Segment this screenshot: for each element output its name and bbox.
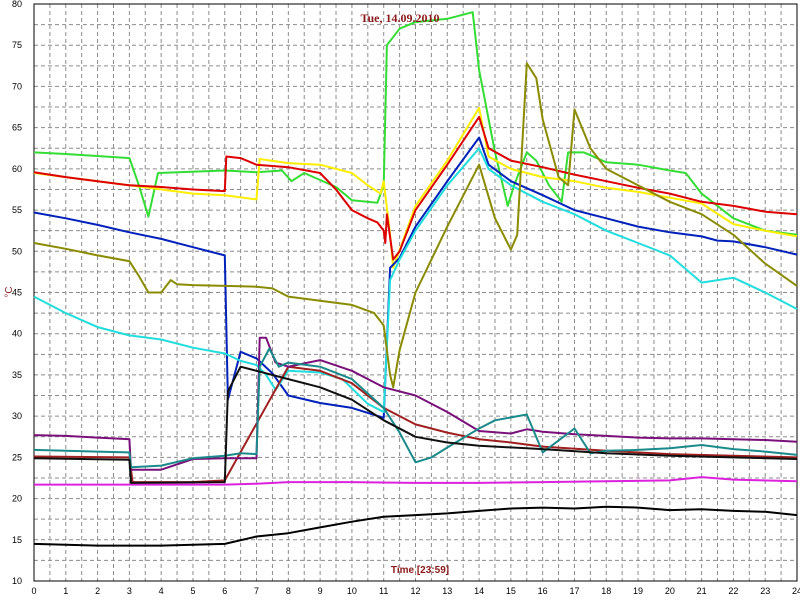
y-tick-label: 60 xyxy=(12,164,22,174)
series-line-2 xyxy=(33,106,798,269)
y-axis-ticks: 10 15 20 25 30 35 40 45 50 55 60 65 70 75 80 xyxy=(12,0,22,586)
x-axis-label: Time [23:59] xyxy=(391,565,449,576)
x-tick-label: 22 xyxy=(728,586,738,596)
x-tick-label: 21 xyxy=(697,586,707,596)
series-line-3 xyxy=(33,115,798,261)
x-tick-label: 17 xyxy=(569,586,579,596)
x-tick-label: 18 xyxy=(601,586,611,596)
series-line-11 xyxy=(34,476,798,486)
y-tick-label: 20 xyxy=(12,494,22,504)
x-tick-label: 19 xyxy=(633,586,643,596)
chart-title: Tue, 14.09.2010 xyxy=(361,11,440,25)
x-tick-label: 0 xyxy=(31,586,36,596)
y-tick-label: 40 xyxy=(12,329,22,339)
x-tick-label: 15 xyxy=(506,586,516,596)
x-tick-label: 6 xyxy=(222,586,227,596)
series-line-6 xyxy=(33,62,798,389)
x-tick-label: 20 xyxy=(665,586,675,596)
x-tick-label: 5 xyxy=(190,586,195,596)
y-tick-label: 50 xyxy=(12,246,22,256)
x-tick-label: 10 xyxy=(347,586,357,596)
series-line-8 xyxy=(33,336,798,471)
x-tick-label: 1 xyxy=(63,586,68,596)
y-tick-label: 10 xyxy=(12,576,22,586)
x-tick-label: 9 xyxy=(318,586,323,596)
series-lines xyxy=(33,11,798,547)
x-tick-label: 11 xyxy=(379,586,388,596)
x-tick-label: 8 xyxy=(286,586,291,596)
series-line-4 xyxy=(33,136,798,419)
x-tick-label: 3 xyxy=(127,586,132,596)
x-tick-label: 14 xyxy=(474,586,484,596)
y-tick-label: 30 xyxy=(12,411,22,421)
y-tick-label: 65 xyxy=(12,123,22,133)
y-axis-label: °C xyxy=(4,286,15,297)
y-tick-label: 25 xyxy=(12,452,22,462)
x-tick-label: 24 xyxy=(792,586,800,596)
series-line-12 xyxy=(33,365,798,484)
x-tick-label: 16 xyxy=(538,586,548,596)
series-line-1 xyxy=(33,11,798,236)
y-tick-label: 15 xyxy=(12,535,22,545)
plot-frame xyxy=(33,3,798,582)
x-axis-ticks: 0 1 2 3 4 5 6 7 8 9 10 11 12 13 14 15 16 17 18 19 20 21 22 23 24 xyxy=(31,586,800,596)
x-tick-label: 12 xyxy=(410,586,420,596)
x-tick-label: 13 xyxy=(442,586,452,596)
x-tick-label: 4 xyxy=(159,586,164,596)
y-tick-label: 35 xyxy=(12,370,22,380)
y-tick-label: 55 xyxy=(12,205,22,215)
y-tick-label: 45 xyxy=(12,288,22,298)
y-tick-label: 75 xyxy=(12,40,22,50)
x-tick-label: 2 xyxy=(95,586,100,596)
series-line-10 xyxy=(33,505,798,547)
x-tick-label: 7 xyxy=(254,586,259,596)
y-tick-label: 70 xyxy=(12,81,22,91)
x-tick-label: 23 xyxy=(760,586,770,596)
series-line-9 xyxy=(33,347,798,469)
y-tick-label: 80 xyxy=(12,0,22,9)
